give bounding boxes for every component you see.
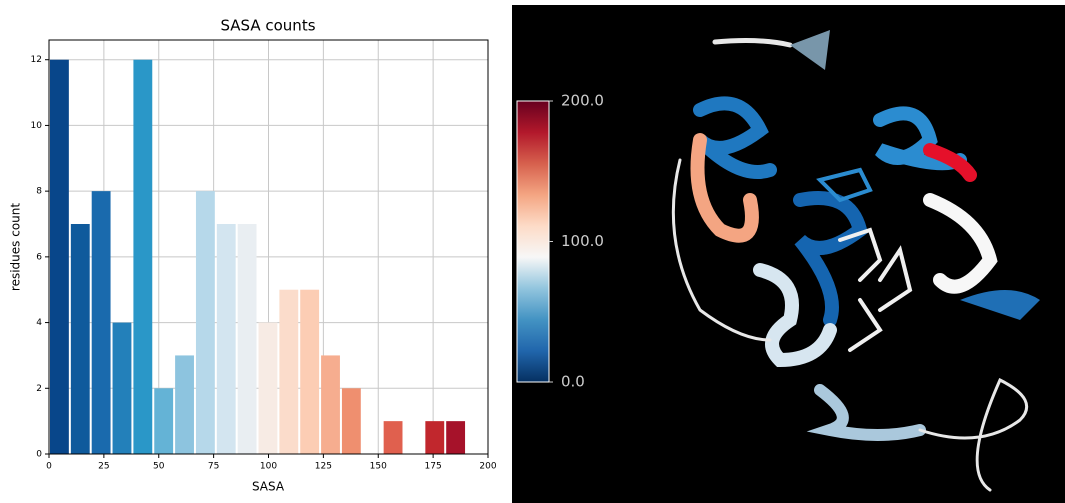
bar bbox=[259, 323, 278, 454]
x-axis-label: SASA bbox=[252, 480, 285, 494]
chart-title: SASA counts bbox=[220, 17, 315, 35]
bar bbox=[446, 421, 465, 454]
bar bbox=[154, 388, 173, 454]
screen: SASA counts SASA residues count 0 2 4 6 8 10 1… bbox=[0, 0, 1065, 503]
x-tick-label: 0 bbox=[46, 462, 52, 472]
x-tick-label: 100 bbox=[260, 462, 277, 472]
x-tick-label: 200 bbox=[479, 462, 496, 472]
bar bbox=[113, 323, 132, 454]
colorbar-tick-label: 200.0 bbox=[561, 92, 604, 110]
bar bbox=[50, 60, 69, 454]
x-tick-label: 50 bbox=[153, 462, 165, 472]
bar bbox=[92, 191, 111, 454]
bar bbox=[321, 355, 340, 454]
x-tick-label: 75 bbox=[208, 462, 219, 472]
y-tick-label: 4 bbox=[36, 318, 42, 328]
colorbar bbox=[517, 101, 549, 382]
histogram-chart: SASA counts SASA residues count 0 2 4 6 8 10 1… bbox=[9, 17, 497, 494]
bar bbox=[342, 388, 361, 454]
y-axis-label: residues count bbox=[9, 203, 23, 291]
bar bbox=[133, 60, 152, 454]
y-tick-label: 10 bbox=[31, 121, 43, 131]
bar bbox=[238, 224, 257, 454]
bar bbox=[300, 290, 319, 454]
colorbar-tick-label: 0.0 bbox=[561, 373, 585, 391]
bar bbox=[71, 224, 90, 454]
bar bbox=[279, 290, 298, 454]
y-tick-label: 8 bbox=[36, 187, 42, 197]
y-tick-label: 6 bbox=[36, 252, 42, 262]
bar bbox=[196, 191, 215, 454]
x-tick-label: 175 bbox=[425, 462, 442, 472]
bar bbox=[217, 224, 236, 454]
page: SASA counts SASA residues count 0 2 4 6 8 10 1… bbox=[0, 0, 1065, 503]
bar bbox=[175, 355, 194, 454]
y-tick-label: 12 bbox=[31, 55, 42, 65]
y-tick-label: 2 bbox=[36, 384, 42, 394]
bar bbox=[384, 421, 403, 454]
x-tick-label: 150 bbox=[370, 462, 387, 472]
y-tick-label: 0 bbox=[36, 450, 42, 460]
bar bbox=[425, 421, 444, 454]
colorbar-tick-label: 100.0 bbox=[561, 232, 604, 250]
x-tick-label: 25 bbox=[98, 462, 109, 472]
x-tick-label: 125 bbox=[315, 462, 332, 472]
